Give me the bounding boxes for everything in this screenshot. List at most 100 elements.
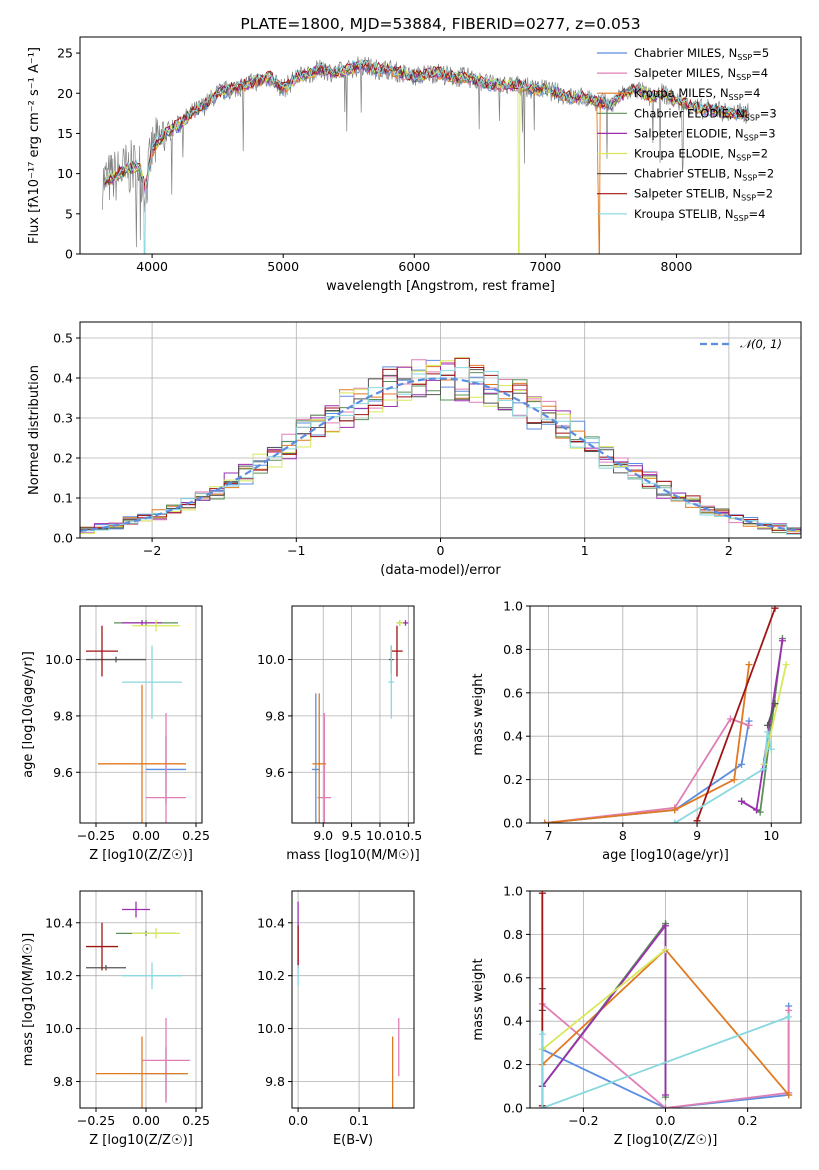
- mass-weight-line: [544, 664, 750, 823]
- y-tick-label: 9.6: [53, 765, 73, 780]
- age-vs-z-panel-plot: [80, 606, 202, 823]
- plus-marker: [726, 715, 734, 723]
- y-tick-label: 1.0: [503, 884, 523, 899]
- x-tick-label: −1: [287, 543, 305, 558]
- errorbar-point: [96, 1036, 188, 1108]
- y-axis-label: Normed distribution: [27, 365, 42, 495]
- y-tick-label: 1.0: [503, 599, 523, 614]
- errorbar-point: [86, 625, 118, 677]
- mass-weight-line: [544, 717, 750, 823]
- mass-vs-z-panel: −0.25 0.00 0.25 9.8 10.0 10.2 10.4 Z [log10(Z/Z…: [21, 890, 210, 1148]
- massweight-vs-z-panel-plot: [530, 891, 801, 1108]
- mass-weight-line: [696, 607, 776, 822]
- axes-frame: [291, 605, 415, 824]
- x-tick-label: 10.5: [394, 828, 422, 843]
- errorbar-point: [146, 713, 186, 823]
- legend-label: Salpeter STELIB, NSSP=2: [634, 187, 773, 203]
- mass-weight-line: [674, 731, 773, 823]
- legend-label: Kroupa MILES, NSSP=4: [634, 86, 760, 102]
- residual-panel: −2 −1 0 1 2 0.0 0.1 0.2 0.3 0.4 0.5 (data-model)/er…: [27, 321, 802, 578]
- y-axis-label: mass [log10(M/M☉)]: [21, 933, 36, 1066]
- y-tick-label: 0.8: [503, 927, 523, 942]
- x-tick-label: 0: [437, 543, 445, 558]
- chart-title: PLATE=1800, MJD=53884, FIBERID=0277, z=0…: [240, 15, 640, 33]
- errorbar-point: [98, 684, 186, 823]
- errorbar-point: [391, 625, 403, 677]
- y-tick-label: 0.2: [53, 451, 73, 466]
- x-tick-label: 0.1: [349, 1113, 369, 1128]
- plus-marker: [538, 1030, 546, 1038]
- y-tick-label: 0.0: [53, 531, 73, 546]
- y-tick-label: 0.2: [503, 1057, 523, 1072]
- x-tick-label: 10: [763, 828, 779, 843]
- axes-frame: [79, 890, 203, 1109]
- plus-marker: [782, 661, 790, 669]
- plus-marker: [764, 721, 772, 729]
- y-tick-label: 9.8: [53, 1074, 73, 1089]
- legend-label: Chabrier MILES, NSSP=5: [634, 46, 769, 62]
- x-tick-label: −0.2: [568, 1113, 598, 1128]
- legend-label: 𝒩(0, 1): [740, 337, 782, 351]
- plus-marker: [764, 728, 772, 736]
- y-tick-label: 0.5: [53, 331, 73, 346]
- mass-vs-ebv-panel: 0.0 0.1 9.8 10.0 10.2 10.4 E(B-V): [257, 890, 415, 1148]
- plus-marker: [662, 1104, 669, 1108]
- errorbar-point: [122, 962, 182, 989]
- plus-marker: [738, 760, 746, 768]
- age-vs-mass-panel-plot: [292, 606, 414, 823]
- errorbar-point: [132, 928, 180, 939]
- x-tick-label: 0.00: [132, 828, 160, 843]
- y-tick-label: 0.6: [503, 970, 523, 985]
- plus-marker: [738, 797, 746, 805]
- x-tick-label: 0.2: [738, 1113, 758, 1128]
- x-tick-label: 9.0: [313, 828, 333, 843]
- x-tick-label: 8000: [661, 259, 693, 274]
- x-tick-label: 8: [619, 828, 627, 843]
- axes-frame: [529, 605, 802, 824]
- axes-frame: [291, 890, 415, 1109]
- y-tick-label: 25: [57, 46, 73, 61]
- massweight-vs-z-panel: −0.2 0.0 0.2 0.0 0.2 0.4 0.6 0.8 1.0 Z [log10(Z/Z…: [471, 884, 802, 1148]
- plus-marker: [671, 806, 679, 814]
- mass-vs-ebv-panel-plot: [292, 891, 414, 1108]
- x-tick-label: 0.00: [132, 1113, 160, 1128]
- plus-marker: [538, 1104, 546, 1108]
- x-tick-label: −0.25: [77, 1113, 115, 1128]
- x-tick-label: 1: [581, 543, 589, 558]
- y-tick-label: 9.8: [265, 708, 285, 723]
- y-tick-label: 9.6: [265, 765, 285, 780]
- x-tick-label: 9.5: [342, 828, 362, 843]
- y-tick-label: 10.4: [257, 915, 285, 930]
- plus-marker: [752, 806, 760, 814]
- plus-marker: [538, 891, 546, 897]
- plus-marker: [662, 922, 669, 930]
- y-axis-label: age [log10(age/yr)]: [21, 651, 36, 778]
- spectrum-panel-plot: [101, 56, 751, 254]
- plus-marker: [662, 946, 669, 954]
- legend-label: Kroupa STELIB, NSSP=4: [634, 207, 765, 223]
- massweight-vs-age-panel: 7 8 9 10 0.0 0.2 0.4 0.6 0.8 1.0 age [log10(age/yr…: [471, 599, 802, 863]
- mass-weight-line: [763, 664, 788, 765]
- x-tick-label: 9: [693, 828, 701, 843]
- x-axis-label: Z [log10(Z/Z☉)]: [89, 848, 193, 863]
- y-axis-label: Flux [fλ10⁻¹⁷ erg cm⁻² s⁻¹ A⁻¹]: [27, 47, 42, 244]
- errorbar-point: [312, 693, 327, 823]
- errorbar-point: [311, 693, 320, 823]
- y-tick-label: 10.0: [257, 1021, 285, 1036]
- axes-frame: [79, 36, 802, 255]
- x-axis-label: (data-model)/error: [380, 563, 501, 578]
- plus-marker: [671, 819, 679, 823]
- x-tick-label: 0.0: [656, 1113, 676, 1128]
- x-axis-label: E(B-V): [333, 1133, 373, 1148]
- y-tick-label: 10.0: [45, 652, 73, 667]
- plus-marker: [693, 817, 701, 823]
- legend-label: Salpeter MILES, NSSP=4: [634, 66, 768, 82]
- errorbar-point: [388, 645, 395, 719]
- errorbar-point: [86, 922, 118, 971]
- x-tick-label: 6000: [398, 259, 430, 274]
- mass-weight-line: [766, 703, 776, 726]
- errorbar-point: [122, 620, 162, 626]
- plus-marker: [785, 1013, 793, 1021]
- x-tick-label: 0.0: [288, 1113, 308, 1128]
- y-tick-label: 0.0: [503, 816, 523, 831]
